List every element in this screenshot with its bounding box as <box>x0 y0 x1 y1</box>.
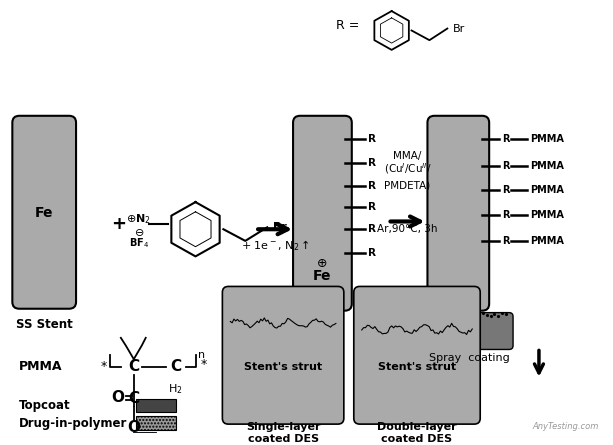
Text: R: R <box>502 210 509 220</box>
Bar <box>362 304 472 329</box>
Text: AnyTesting.com: AnyTesting.com <box>532 422 599 431</box>
Text: O: O <box>128 421 140 436</box>
Text: C: C <box>128 392 139 406</box>
FancyBboxPatch shape <box>427 116 489 311</box>
Text: R: R <box>368 248 376 259</box>
Text: R: R <box>502 186 509 195</box>
Text: PMMA: PMMA <box>530 210 564 220</box>
Text: Stent's strut: Stent's strut <box>378 362 456 372</box>
Text: + 1e$^-$, N$_2$$\uparrow$: + 1e$^-$, N$_2$$\uparrow$ <box>241 239 310 254</box>
Text: PMMA: PMMA <box>530 186 564 195</box>
FancyBboxPatch shape <box>223 287 344 424</box>
FancyBboxPatch shape <box>354 287 480 424</box>
Text: R: R <box>368 202 376 212</box>
Bar <box>135 399 175 413</box>
Text: R: R <box>502 161 509 171</box>
Text: SS Stent: SS Stent <box>16 319 72 332</box>
Text: $\oplus$: $\oplus$ <box>316 257 327 270</box>
Text: +: + <box>112 215 126 233</box>
Text: Ar,90°C, 3h: Ar,90°C, 3h <box>377 224 438 234</box>
Text: *: * <box>200 359 207 372</box>
Text: C: C <box>128 360 139 374</box>
Text: Double-layer: Double-layer <box>377 422 457 432</box>
Text: R: R <box>502 236 509 246</box>
Text: *: * <box>101 360 107 373</box>
Text: Br: Br <box>273 222 287 232</box>
Text: Fe: Fe <box>35 206 53 220</box>
FancyBboxPatch shape <box>12 116 76 309</box>
Text: $\oplus$N$_2$: $\oplus$N$_2$ <box>126 213 151 227</box>
Text: coated DES: coated DES <box>248 434 319 444</box>
Text: MMA/: MMA/ <box>394 151 422 162</box>
Text: R: R <box>368 181 376 190</box>
Text: PMDETA): PMDETA) <box>384 181 431 190</box>
Text: R: R <box>368 134 376 144</box>
Text: R =: R = <box>337 19 360 32</box>
Text: $\ominus$: $\ominus$ <box>134 227 144 238</box>
Text: PMMA: PMMA <box>530 134 564 144</box>
Text: PMMA: PMMA <box>530 161 564 171</box>
Text: Topcoat: Topcoat <box>19 399 71 412</box>
Text: O: O <box>112 390 124 405</box>
Text: Single-layer: Single-layer <box>246 422 321 432</box>
Text: PMMA: PMMA <box>19 360 63 373</box>
Text: R: R <box>368 158 376 168</box>
Bar <box>362 294 472 302</box>
Text: R: R <box>368 224 376 234</box>
Text: Spray  coating: Spray coating <box>429 353 509 363</box>
Text: Br: Br <box>454 24 466 33</box>
Text: Drug-in-polymer: Drug-in-polymer <box>19 417 128 429</box>
Text: Stent's strut: Stent's strut <box>244 362 322 372</box>
Bar <box>135 417 175 430</box>
Text: R: R <box>502 134 509 144</box>
Text: Fe: Fe <box>313 269 331 283</box>
Text: C: C <box>170 360 181 374</box>
Text: n: n <box>199 350 205 360</box>
FancyBboxPatch shape <box>425 313 513 349</box>
FancyBboxPatch shape <box>293 116 352 311</box>
Text: coated DES: coated DES <box>381 434 452 444</box>
Text: PMMA: PMMA <box>530 236 564 246</box>
Text: H$_2$: H$_2$ <box>169 382 183 396</box>
Text: (Cu$^I$/Cu$^{II}$/: (Cu$^I$/Cu$^{II}$/ <box>384 161 432 176</box>
Text: BF$_4$: BF$_4$ <box>129 236 149 250</box>
Bar <box>230 296 336 323</box>
